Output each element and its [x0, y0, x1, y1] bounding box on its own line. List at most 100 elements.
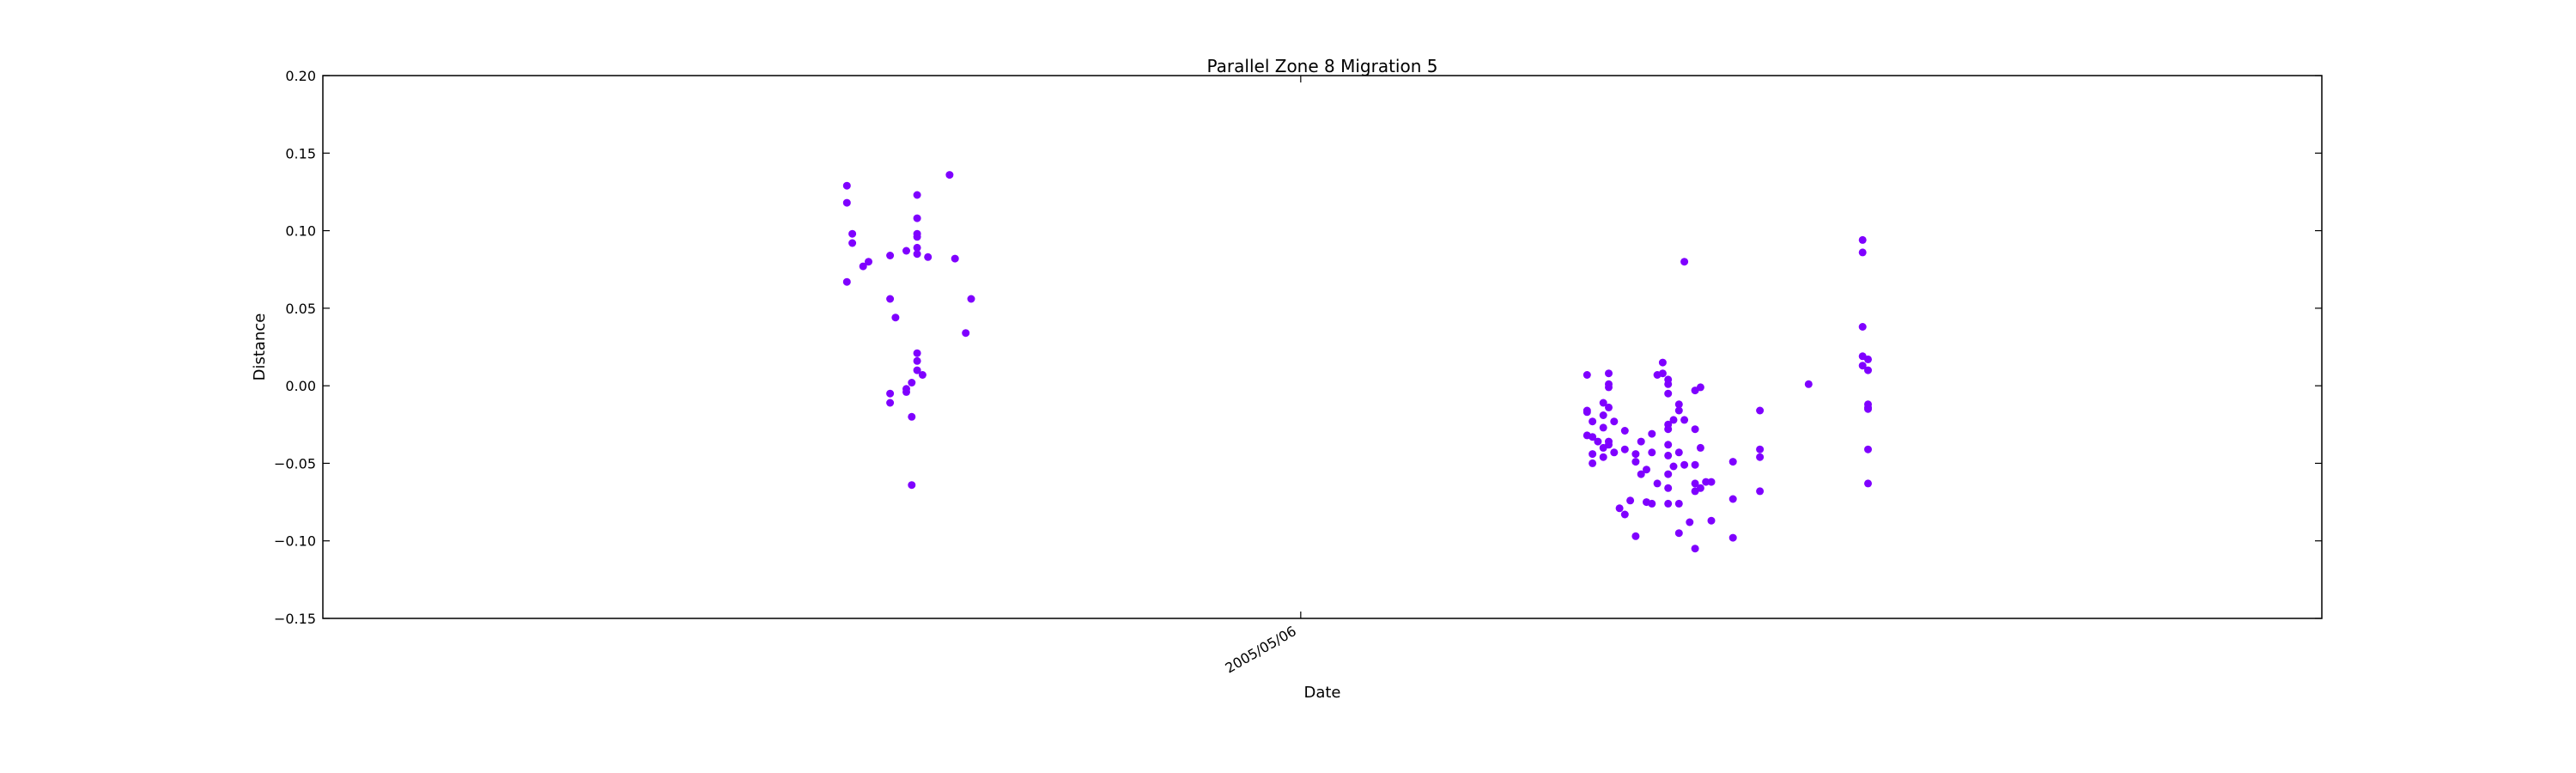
- data-point: [1599, 411, 1607, 419]
- data-point: [1691, 425, 1699, 434]
- data-point: [886, 295, 895, 303]
- data-point: [1583, 431, 1591, 440]
- data-point: [1589, 417, 1597, 426]
- data-point: [1674, 499, 1683, 508]
- data-point: [1696, 484, 1704, 492]
- data-point: [1658, 358, 1667, 367]
- data-point: [967, 295, 975, 303]
- data-point: [1664, 425, 1673, 434]
- data-point: [1589, 459, 1597, 467]
- data-point: [913, 214, 921, 222]
- y-tick-label: 0.05: [285, 301, 316, 317]
- data-point: [1756, 453, 1765, 461]
- data-point: [1664, 470, 1673, 478]
- data-point: [908, 412, 916, 421]
- data-point: [859, 262, 867, 271]
- data-point: [924, 253, 933, 261]
- data-point: [1858, 235, 1867, 244]
- data-point: [1658, 369, 1667, 378]
- data-point: [1691, 460, 1699, 469]
- data-point: [1599, 423, 1607, 432]
- data-point: [1669, 416, 1678, 424]
- data-point: [1702, 478, 1710, 486]
- data-point: [1583, 371, 1591, 379]
- y-tick-label: 0.20: [285, 68, 316, 84]
- data-point: [1605, 441, 1613, 449]
- data-point: [1691, 545, 1699, 553]
- data-point: [1728, 495, 1737, 503]
- data-point: [1804, 380, 1813, 388]
- data-point: [1599, 399, 1607, 407]
- data-point: [1756, 406, 1765, 415]
- y-tick-label: 0.00: [285, 378, 316, 394]
- data-point: [886, 399, 895, 407]
- data-point: [1686, 518, 1694, 526]
- data-point: [913, 191, 921, 199]
- data-point: [1631, 532, 1640, 540]
- data-point: [1648, 429, 1656, 438]
- data-point: [962, 329, 970, 338]
- data-point: [945, 171, 954, 180]
- data-point: [1858, 248, 1867, 257]
- data-point: [1864, 355, 1872, 363]
- data-point: [1610, 448, 1619, 457]
- y-tick-label: −0.10: [274, 533, 316, 550]
- data-point: [1664, 441, 1673, 449]
- data-point: [913, 349, 921, 357]
- y-tick-label: 0.10: [285, 223, 316, 240]
- data-point: [1858, 323, 1867, 331]
- data-point: [1583, 408, 1591, 417]
- data-point: [848, 229, 857, 238]
- data-point: [1605, 369, 1613, 378]
- data-point: [951, 254, 959, 263]
- data-point: [1620, 445, 1629, 453]
- data-point: [842, 181, 851, 190]
- chart-title: Parallel Zone 8 Migration 5: [1207, 56, 1438, 76]
- data-point: [1631, 458, 1640, 466]
- data-point: [902, 247, 910, 255]
- data-point: [1707, 516, 1716, 525]
- y-tick-label: −0.05: [274, 455, 316, 472]
- data-point: [908, 481, 916, 490]
- data-point: [1620, 427, 1629, 435]
- data-point: [865, 258, 872, 266]
- data-point: [1605, 380, 1613, 388]
- data-point: [1696, 443, 1704, 452]
- data-point: [1605, 403, 1613, 411]
- data-point: [918, 371, 927, 379]
- data-point: [848, 239, 857, 247]
- data-point: [1615, 504, 1624, 513]
- data-point: [1664, 451, 1673, 460]
- data-point: [908, 379, 916, 386]
- x-axis-label: Date: [1303, 684, 1340, 702]
- data-points: [842, 171, 1872, 553]
- data-point: [891, 313, 900, 322]
- data-point: [1664, 499, 1673, 508]
- data-point: [1728, 533, 1737, 542]
- data-point: [1696, 383, 1704, 392]
- data-point: [913, 366, 921, 374]
- data-point: [1626, 496, 1635, 505]
- data-point: [1756, 487, 1765, 496]
- data-point: [842, 198, 851, 207]
- y-tick-label: 0.15: [285, 145, 316, 161]
- data-point: [1589, 450, 1597, 459]
- data-point: [1691, 479, 1699, 488]
- data-point: [1728, 458, 1737, 466]
- data-point: [913, 356, 921, 365]
- data-point: [1864, 366, 1872, 374]
- data-point: [1594, 437, 1602, 446]
- data-point: [1680, 416, 1689, 424]
- data-point: [1669, 462, 1678, 471]
- data-point: [913, 243, 921, 252]
- data-point: [1637, 437, 1645, 446]
- data-point: [1620, 510, 1629, 519]
- data-point: [1674, 448, 1683, 457]
- data-point: [913, 250, 921, 259]
- data-point: [886, 252, 895, 259]
- data-point: [1707, 478, 1716, 486]
- data-point: [1864, 445, 1872, 453]
- data-point: [842, 277, 851, 286]
